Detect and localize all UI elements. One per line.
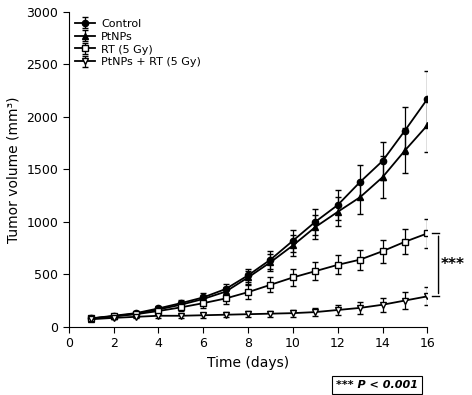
Text: ***: *** — [403, 378, 420, 388]
Legend: Control, PtNPs, RT (5 Gy), PtNPs + RT (5 Gy): Control, PtNPs, RT (5 Gy), PtNPs + RT (5… — [72, 15, 204, 71]
Y-axis label: Tumor volume (mm³): Tumor volume (mm³) — [7, 96, 21, 243]
Text: *** P < 0.001: *** P < 0.001 — [337, 380, 418, 390]
Text: ***: *** — [441, 258, 465, 273]
X-axis label: Time (days): Time (days) — [207, 356, 289, 370]
